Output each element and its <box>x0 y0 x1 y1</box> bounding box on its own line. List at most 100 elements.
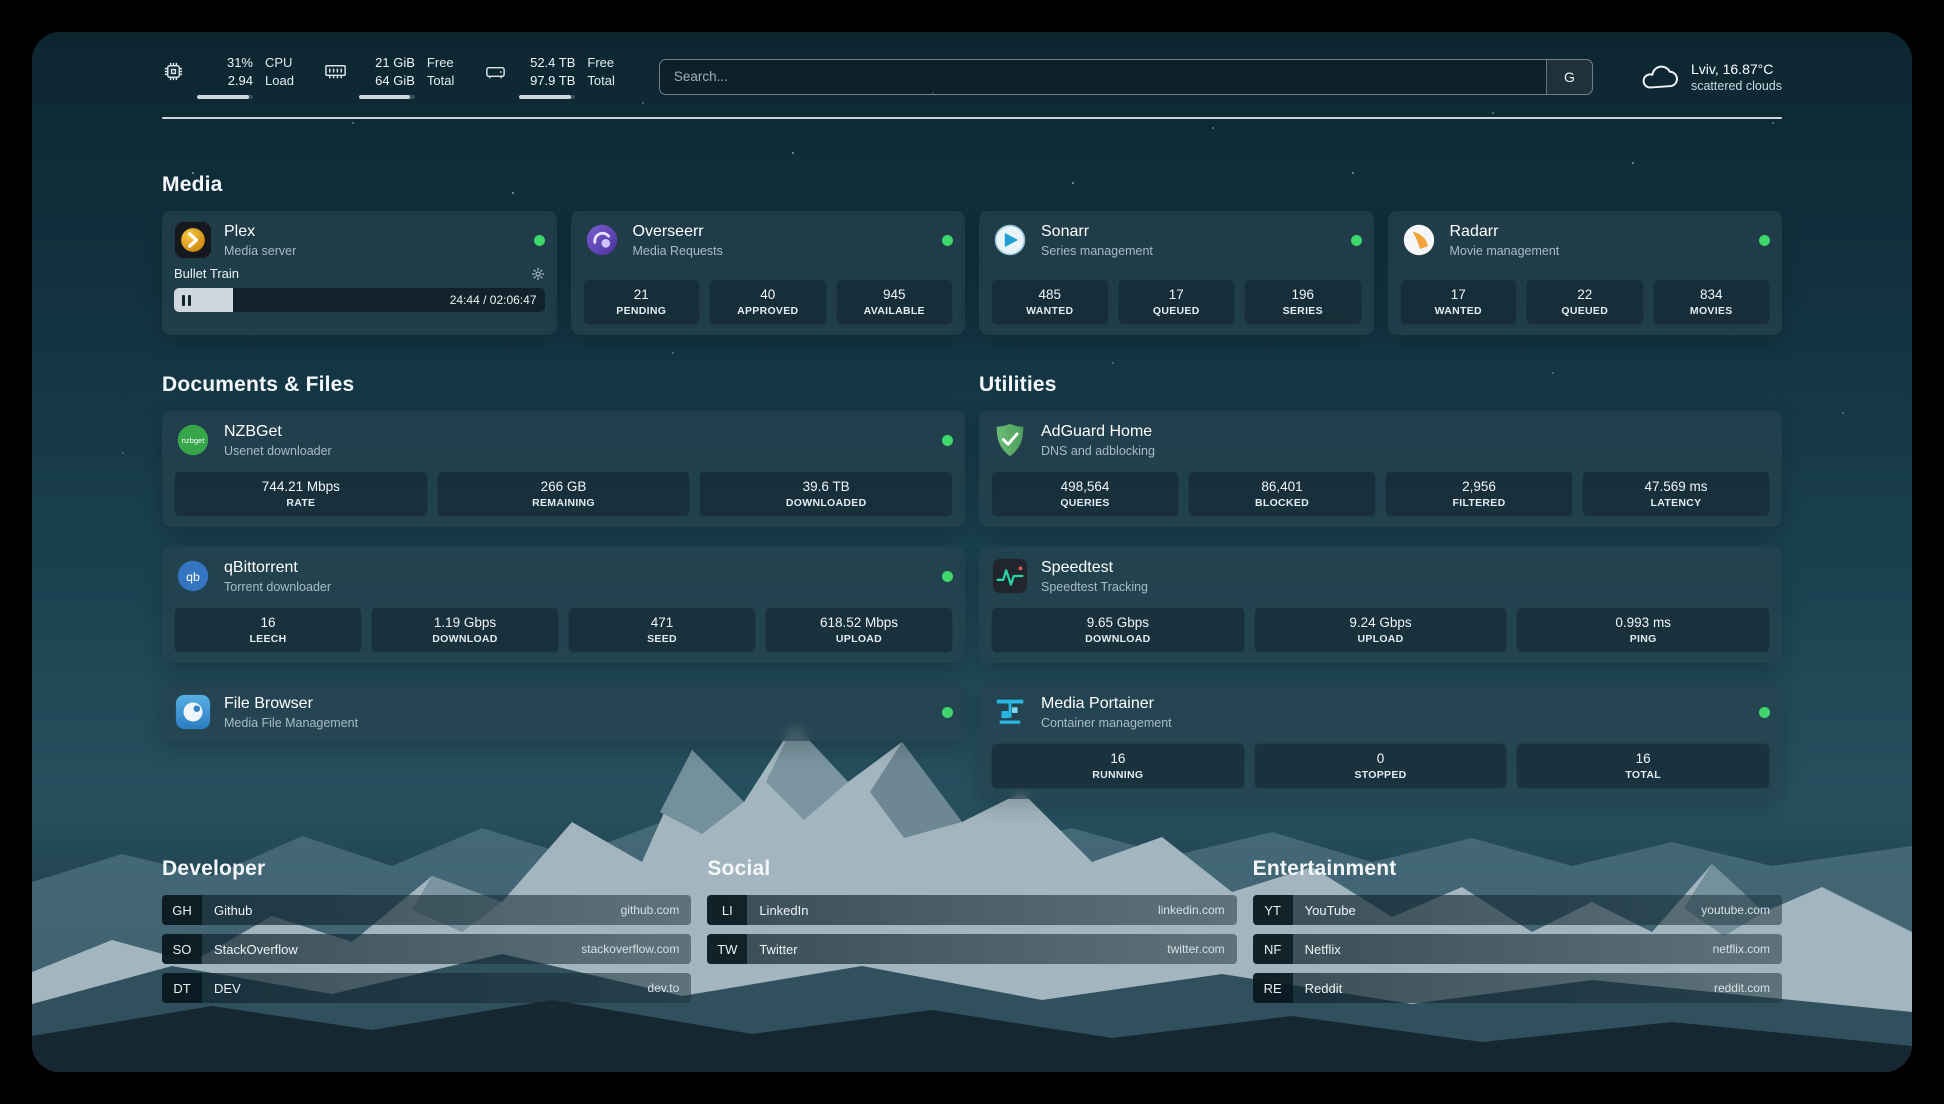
bookmark-github[interactable]: GH Github github.com <box>162 895 692 926</box>
disk-total-value: 97.9 TB <box>530 73 576 89</box>
stat-value: 471 <box>650 615 674 631</box>
stat-queued: 22 QUEUED <box>1526 279 1644 326</box>
service-name: Sonarr <box>1041 222 1090 240</box>
card-adguard[interactable]: AdGuard Home DNS and adblocking 498,564 … <box>979 411 1782 528</box>
bookmark-abbr: LI <box>707 895 748 926</box>
portainer-logo-icon <box>991 693 1029 731</box>
speedtest-logo-icon <box>991 557 1029 595</box>
bookmark-stackoverflow[interactable]: SO StackOverflow stackoverflow.com <box>162 934 692 965</box>
bookmark-twitter[interactable]: TW Twitter twitter.com <box>707 934 1237 965</box>
playback-progress-bar: 24:44 / 02:06:47 <box>174 288 545 313</box>
stat-label: BLOCKED <box>1254 497 1309 510</box>
stat-value: 22 <box>1577 287 1593 303</box>
card-plex[interactable]: Plex Media server Bullet Train <box>162 211 557 336</box>
bookmark-youtube[interactable]: YT YouTube youtube.com <box>1252 895 1782 926</box>
card-radarr[interactable]: Radarr Movie management 17 WANTED 22 QUE… <box>1387 211 1782 336</box>
stat-seed: 471 SEED <box>568 607 756 654</box>
service-name: File Browser <box>224 694 313 712</box>
section-title-entertainment: Entertainment <box>1252 857 1397 881</box>
stat-series: 196 SERIES <box>1244 279 1362 326</box>
radarr-logo-icon <box>1400 221 1438 259</box>
stat-latency: 47.569 ms LATENCY <box>1582 471 1770 518</box>
bookmark-name: LinkedIn <box>759 902 809 918</box>
qbittorrent-logo-icon: qb <box>174 557 212 595</box>
stat-queries: 498,564 QUERIES <box>991 471 1179 518</box>
stat-label: TOTAL <box>1625 769 1661 782</box>
plex-logo-icon <box>174 221 212 259</box>
disk-free-label: Free <box>587 55 615 70</box>
stat-label: QUERIES <box>1060 497 1110 510</box>
bookmark-linkedin[interactable]: LI LinkedIn linkedin.com <box>707 895 1237 926</box>
stat-wanted: 17 WANTED <box>1399 279 1517 326</box>
card-sonarr[interactable]: Sonarr Series management 485 WANTED 17 Q… <box>979 211 1374 336</box>
top-bar: 31% 2.94 CPU Load <box>162 32 1782 100</box>
bookmark-abbr: NF <box>1252 934 1293 965</box>
bookmark-url: stackoverflow.com <box>581 942 680 957</box>
stat-remaining: 266 GB REMAINING <box>436 471 691 518</box>
stat-value: 16 <box>1635 751 1651 767</box>
card-qbittorrent[interactable]: qb qBittorrent Torrent downloader <box>162 547 965 664</box>
memory-free-label: Free <box>426 55 454 70</box>
filebrowser-logo-icon <box>174 693 212 731</box>
service-subtitle: Series management <box>1041 243 1153 258</box>
stat-pending: 21 PENDING <box>582 279 700 326</box>
search-input[interactable] <box>659 59 1546 94</box>
service-subtitle: Usenet downloader <box>224 443 332 458</box>
stat-value: 498,564 <box>1060 479 1110 495</box>
service-subtitle: DNS and adblocking <box>1041 443 1155 458</box>
cpu-widget: 31% 2.94 CPU Load <box>162 54 294 100</box>
stat-approved: 40 APPROVED <box>709 279 827 326</box>
now-playing-title: Bullet Train <box>174 266 240 282</box>
stat-label: PING <box>1629 633 1657 646</box>
section-utilities: Utilities AdGu <box>979 373 1782 800</box>
service-subtitle: Speedtest Tracking <box>1041 579 1149 594</box>
bookmark-netflix[interactable]: NF Netflix netflix.com <box>1252 934 1782 965</box>
stat-movies: 834 MOVIES <box>1652 279 1770 326</box>
stat-value: 16 <box>1110 751 1126 767</box>
stat-value: 2,956 <box>1462 479 1496 495</box>
stat-label: UPLOAD <box>835 633 883 646</box>
card-filebrowser[interactable]: File Browser Media File Management <box>162 683 965 742</box>
service-subtitle: Media File Management <box>224 715 359 730</box>
status-online-dot <box>1350 234 1362 246</box>
bookmark-url: twitter.com <box>1167 942 1225 957</box>
status-online-dot <box>1759 234 1770 246</box>
cpu-load-value: 2.94 <box>227 73 253 89</box>
service-name: qBittorrent <box>224 558 298 576</box>
adguard-logo-icon <box>991 421 1029 459</box>
stat-value: 17 <box>1450 287 1466 303</box>
stat-label: UPLOAD <box>1357 633 1404 646</box>
sonarr-logo-icon <box>991 221 1029 259</box>
status-online-dot <box>1759 706 1770 718</box>
svg-text:qb: qb <box>186 570 200 584</box>
stat-label: APPROVED <box>737 305 799 318</box>
disk-free-value: 52.4 TB <box>530 55 576 70</box>
card-nzbget[interactable]: nzbget NZBGet Usenet downloader 74 <box>162 411 965 528</box>
pause-icon[interactable] <box>182 294 191 306</box>
status-online-dot <box>533 234 545 246</box>
stat-filtered: 2,956 FILTERED <box>1385 471 1573 518</box>
stat-wanted: 485 WANTED <box>991 279 1109 326</box>
bookmark-name: YouTube <box>1304 902 1356 918</box>
section-developer: Developer GH Github github.com SO StackO… <box>162 857 692 1012</box>
stat-label: QUEUED <box>1152 305 1200 318</box>
bookmark-abbr: DT <box>162 973 202 1004</box>
card-portainer[interactable]: Media Portainer Container management 16 … <box>979 683 1782 800</box>
bookmark-dev[interactable]: DT DEV dev.to <box>162 973 692 1004</box>
status-online-dot <box>942 570 953 582</box>
service-name: AdGuard Home <box>1041 422 1153 440</box>
stat-ping: 0.993 ms PING <box>1516 607 1771 654</box>
card-speedtest[interactable]: Speedtest Speedtest Tracking 9.65 Gbps D… <box>979 547 1782 664</box>
bookmark-abbr: TW <box>707 934 748 965</box>
bookmark-url: youtube.com <box>1701 903 1770 918</box>
bookmark-url: reddit.com <box>1713 981 1770 996</box>
bookmark-reddit[interactable]: RE Reddit reddit.com <box>1252 973 1782 1004</box>
memory-usage-bar <box>358 95 415 100</box>
service-name: Radarr <box>1449 222 1499 240</box>
card-overseerr[interactable]: Overseerr Media Requests 21 PENDING 40 A… <box>570 211 965 336</box>
status-online-dot <box>942 706 953 718</box>
header-divider <box>162 117 1782 120</box>
search-provider-button[interactable]: G <box>1545 59 1592 94</box>
player-settings-gear-icon[interactable] <box>531 267 545 281</box>
stat-available: 945 AVAILABLE <box>835 279 953 326</box>
